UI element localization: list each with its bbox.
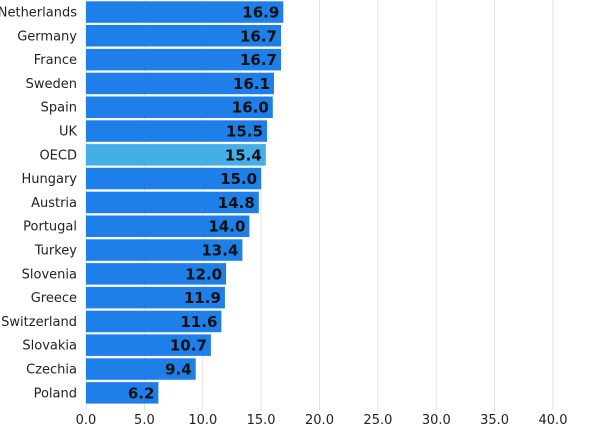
value-label: 15.0 xyxy=(220,170,257,188)
value-labels: 16.9 16.7 16.7 16.1 16.0 15.5 15.4 15.0 14.8 14.0… xyxy=(128,4,279,403)
x-tick-label: 35.0 xyxy=(480,413,509,428)
x-tick-label: 15.0 xyxy=(247,413,276,428)
category-label: Sweden xyxy=(26,77,77,92)
category-label: Austria xyxy=(31,196,77,211)
x-tick-label: 25.0 xyxy=(363,413,392,428)
value-label: 16.1 xyxy=(233,75,270,93)
value-label: 11.6 xyxy=(180,313,217,331)
x-tick-label: 10.0 xyxy=(188,413,217,428)
value-label: 9.4 xyxy=(165,361,192,379)
category-label: Poland xyxy=(34,386,77,401)
x-tick-label: 40.0 xyxy=(539,413,568,428)
category-label: Greece xyxy=(31,291,77,306)
category-label: Netherlands xyxy=(0,6,77,21)
bar-austria xyxy=(86,191,259,214)
bar-germany xyxy=(86,25,281,47)
value-label: 13.4 xyxy=(201,242,238,260)
bar-netherlands xyxy=(86,1,284,23)
value-label: 11.9 xyxy=(184,289,221,307)
bar-spain xyxy=(86,96,273,118)
value-label: 12.0 xyxy=(185,265,222,283)
value-label: 14.0 xyxy=(208,218,245,236)
bar-sweden xyxy=(86,72,274,95)
x-tick-label: 5.0 xyxy=(134,413,155,428)
category-label: Slovenia xyxy=(22,267,77,282)
category-label: Switzerland xyxy=(1,315,77,330)
bar-greece xyxy=(86,286,225,309)
value-label: 16.9 xyxy=(242,4,279,22)
category-label: Turkey xyxy=(34,244,78,259)
x-tick-label: 0.0 xyxy=(76,413,97,428)
category-label: Germany xyxy=(17,29,77,44)
value-label: 15.4 xyxy=(225,146,262,164)
bar-oecd xyxy=(86,144,266,166)
category-label: OECD xyxy=(39,148,77,163)
bar-hungary xyxy=(86,167,262,190)
bar-uk xyxy=(86,120,267,142)
x-tick-label: 20.0 xyxy=(305,413,334,428)
value-label: 16.7 xyxy=(240,27,277,45)
category-label: Slovakia xyxy=(22,339,77,354)
value-label: 6.2 xyxy=(128,384,155,402)
category-label: Portugal xyxy=(23,220,77,235)
bar-turkey xyxy=(86,239,243,261)
value-label: 15.5 xyxy=(226,123,263,141)
category-label: France xyxy=(34,53,77,68)
value-label: 16.0 xyxy=(232,99,269,117)
value-label: 10.7 xyxy=(170,337,207,355)
category-label: Spain xyxy=(41,101,77,116)
category-labels: Netherlands Germany France Sweden Spain UK OEC… xyxy=(0,6,77,402)
bar-poland xyxy=(86,382,159,404)
bars xyxy=(86,1,284,404)
category-label: Czechia xyxy=(26,363,77,378)
x-axis-ticks: 0.0 5.0 10.0 15.0 20.0 25.0 30.0 35.0 40.0 xyxy=(76,413,568,428)
x-tick-label: 30.0 xyxy=(422,413,451,428)
bar-czechia xyxy=(86,358,196,380)
value-label: 14.8 xyxy=(218,194,255,212)
category-label: Hungary xyxy=(21,172,77,187)
value-label: 16.7 xyxy=(240,51,277,69)
bar-slovakia xyxy=(86,334,211,356)
bar-portugal xyxy=(86,215,250,237)
bar-slovenia xyxy=(86,263,227,285)
bar-switzerland xyxy=(86,310,222,333)
category-label: UK xyxy=(59,125,78,140)
bar-france xyxy=(86,48,281,71)
